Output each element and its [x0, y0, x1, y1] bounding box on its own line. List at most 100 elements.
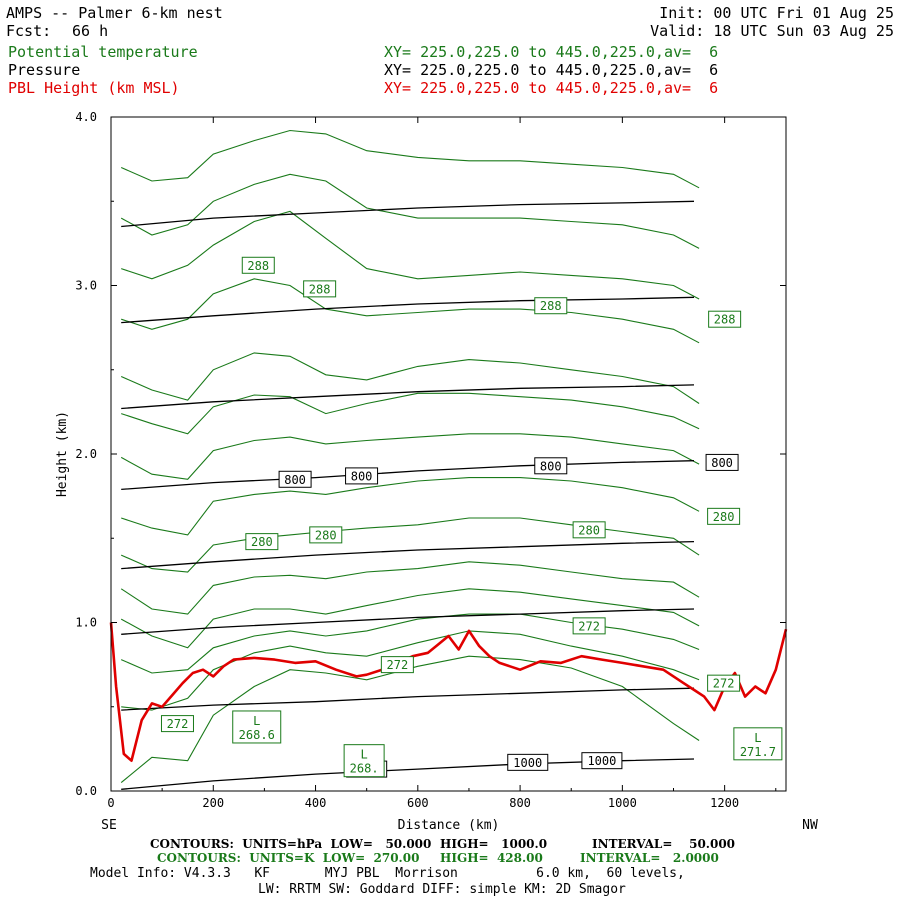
pbl-height-group	[109, 622, 788, 762]
pressure-contour-label-box	[581, 752, 623, 770]
footer-theta-interval: INTERVAL= 2.0000	[580, 851, 719, 865]
theta-contour-label: 272	[572, 617, 606, 635]
pressure-contour-line	[121, 200, 695, 228]
theta-contour-label-box	[241, 256, 275, 274]
axes-group: 0 200 400 600 800 1000 1200 0.0 1.0 2.0 3.0 4.0 Dist…	[55, 110, 818, 833]
theta-contour-label: 280	[572, 521, 606, 539]
x-tick-label: 800	[509, 796, 531, 810]
theta-contour-label-box	[707, 507, 741, 525]
theta-low-value: 268.6	[239, 728, 275, 742]
pressure-contour-label-text: 800	[284, 473, 306, 487]
theta-contour-line	[120, 517, 700, 573]
pressure-contour-line	[121, 687, 695, 711]
theta-contour-label: 272	[160, 715, 194, 733]
theta-contour-label: 280	[309, 526, 343, 544]
theta-contour-label-box	[309, 526, 343, 544]
theta-contour-label-text: 272	[167, 717, 189, 731]
theta-contour-line	[120, 352, 700, 404]
x-axis-label: Distance (km)	[398, 818, 500, 833]
pressure-contour-line	[121, 540, 695, 570]
y-tick-label: 1.0	[75, 616, 97, 630]
theta-contour-label-text: 272	[387, 658, 409, 672]
pressure-contour-line	[121, 460, 695, 491]
theta-contour-line	[120, 655, 700, 784]
theta-contour-line	[120, 129, 700, 189]
pressure-contour-label-box	[507, 753, 549, 771]
theta-contour-group	[120, 129, 700, 784]
theta-contour-label-box	[534, 297, 568, 315]
theta-contour-line	[121, 477, 700, 536]
pressure-contour-label-text: 800	[351, 469, 373, 483]
pressure-contour-label-box	[705, 453, 739, 471]
y-axis-label: Height (km)	[55, 411, 70, 497]
footer-pressure-interval: INTERVAL= 50.000	[592, 837, 736, 851]
theta-contour-label: 280	[245, 533, 279, 551]
y-tick-label: 0.0	[75, 784, 97, 798]
pbl-height-line	[109, 622, 788, 762]
theta-low-value: 271.7	[740, 745, 776, 759]
x-tick-label: 400	[305, 796, 327, 810]
theta-contour-label-text: 288	[309, 282, 331, 296]
x-tick-label: 200	[202, 796, 224, 810]
pressure-contour-label: 800	[278, 470, 312, 488]
x-tick-label: 1200	[710, 796, 739, 810]
theta-contour-label-box	[245, 533, 279, 551]
theta-contour-line	[120, 433, 700, 480]
theta-contour-label-text: 288	[714, 313, 736, 327]
pressure-contour-label-box	[345, 467, 379, 485]
theta-contour-label: 288	[708, 310, 742, 328]
pressure-contour-line	[121, 296, 695, 324]
theta-contour-line	[121, 392, 700, 435]
theta-contour-label-box	[708, 310, 742, 328]
y-tick-label: 3.0	[75, 279, 97, 293]
pressure-contour-label-box	[278, 470, 312, 488]
valid-time: Valid: 18 UTC Sun 03 Aug 25	[650, 22, 894, 40]
theta-contour-label-box	[572, 617, 606, 635]
theta-contour-label-box	[380, 656, 414, 674]
pressure-contour-line	[121, 384, 695, 410]
footer-model-info: Model Info: V4.3.3 KF MYJ PBL Morrison 6…	[90, 866, 685, 881]
pressure-contour-label: 1000	[581, 752, 623, 770]
theta-contour-label-text: 280	[251, 535, 273, 549]
pressure-contour-group	[121, 200, 695, 790]
theta-low-value: 268.	[350, 762, 379, 776]
chart-title: AMPS -- Palmer 6-km nest	[6, 4, 223, 22]
pressure-contour-label-text: 800	[711, 456, 733, 470]
field-xy-pbl: XY= 225.0,225.0 to 445.0,225.0,av= 6	[384, 79, 719, 97]
theta-low-box	[232, 710, 282, 744]
footer-physics-info: LW: RRTM SW: Goddard DIFF: simple KM: 2D…	[258, 882, 626, 897]
theta-contour-label-text: 280	[315, 528, 337, 542]
field-xy-pressure: XY= 225.0,225.0 to 445.0,225.0,av= 6	[384, 61, 719, 79]
pressure-contour-label-box	[534, 457, 568, 475]
pressure-contour-label-text: 800	[540, 459, 562, 473]
footer-theta-low: CONTOURS: UNITS=K LOW= 270.00	[157, 851, 420, 865]
theta-contour-label-box	[707, 674, 741, 692]
theta-contour-label: 272	[380, 656, 414, 674]
theta-contour-label: 288	[241, 256, 275, 274]
theta-contour-label: 288	[534, 297, 568, 315]
pressure-contour-label-text: 1000	[587, 754, 616, 768]
theta-contour-line	[120, 588, 700, 649]
theta-low-box	[343, 744, 385, 778]
theta-contour-label: 288	[303, 280, 337, 298]
footer-pressure-low: CONTOURS: UNITS=hPa LOW= 50.000	[150, 837, 432, 851]
x-tick-label: 600	[407, 796, 429, 810]
theta-contour-label-box	[303, 280, 337, 298]
contour-label-group: 272 272 272 280 280 280 288 288 288 288 280 272 1000…	[160, 256, 783, 778]
theta-contour-line	[121, 630, 700, 711]
theta-low-box	[733, 727, 783, 761]
footer-theta-high: HIGH= 428.00	[440, 851, 543, 865]
theta-contour-label-text: 272	[713, 677, 735, 691]
field-name-pbl: PBL Height (km MSL)	[8, 79, 180, 97]
field-name-pressure: Pressure	[8, 61, 81, 79]
theta-low-letter: L	[253, 714, 260, 728]
theta-contour-label-text: 288	[247, 259, 269, 273]
theta-contour-label: 280	[707, 507, 741, 525]
theta-low-letter: L	[754, 731, 761, 745]
theta-contour-line	[121, 210, 700, 300]
pressure-contour-label-text: 1000	[513, 756, 542, 770]
